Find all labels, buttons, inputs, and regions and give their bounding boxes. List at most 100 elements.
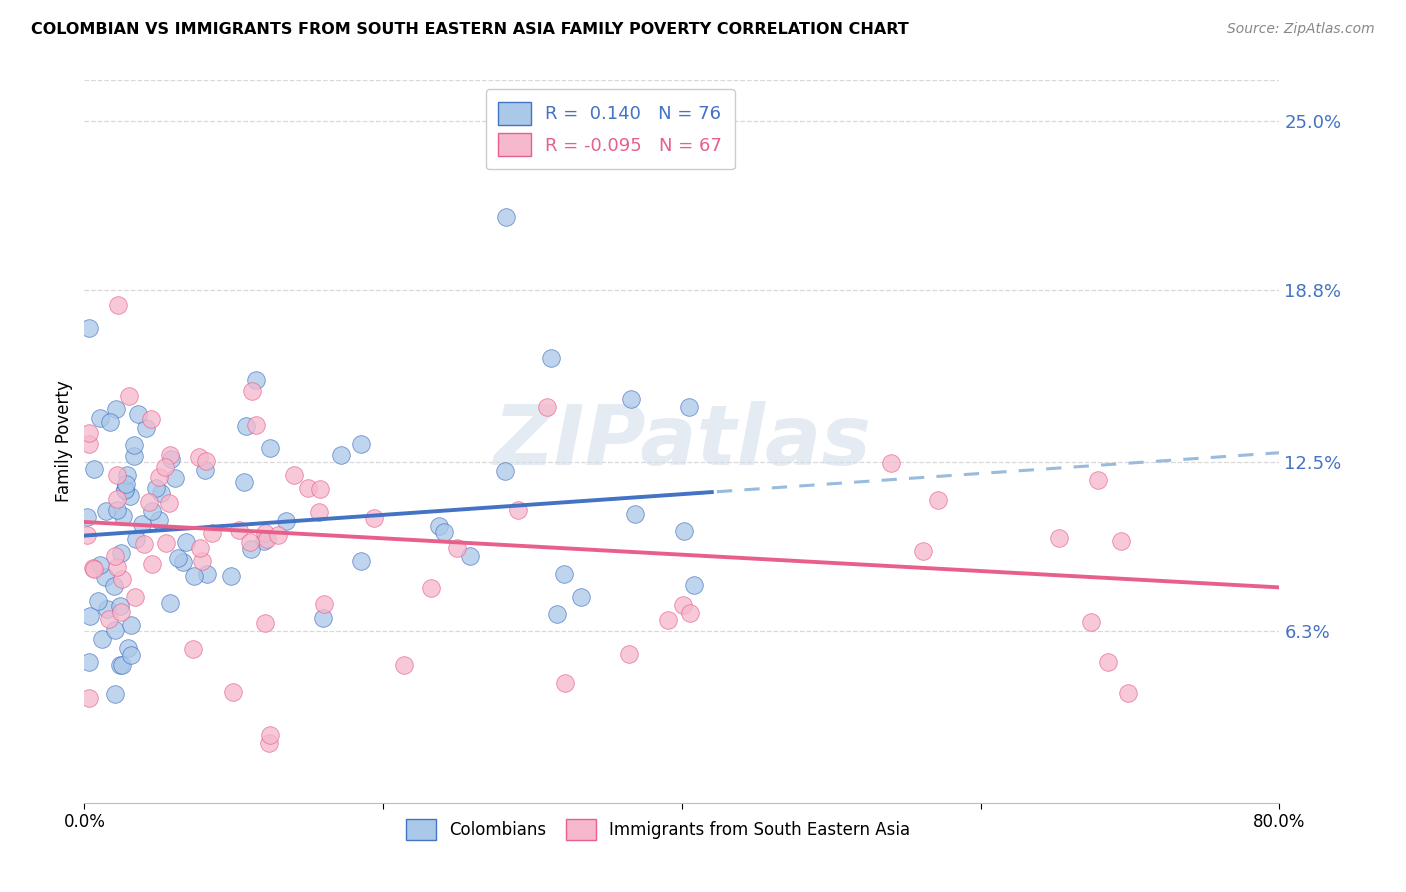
Point: [127, 407, 149, 421]
Point: [114, 477, 136, 491]
Point: [329, 448, 352, 462]
Point: [110, 546, 132, 560]
Point: [174, 535, 197, 549]
Point: [188, 541, 211, 556]
Point: [155, 536, 177, 550]
Point: [308, 505, 330, 519]
Point: [112, 509, 135, 524]
Point: [221, 685, 243, 699]
Point: [132, 536, 155, 550]
Point: [125, 532, 148, 546]
Point: [506, 502, 529, 516]
Point: [104, 549, 127, 563]
Point: [188, 450, 211, 464]
Point: [94, 504, 117, 518]
Point: [350, 437, 373, 451]
Point: [678, 400, 700, 414]
Point: [195, 454, 218, 468]
Point: [108, 599, 131, 613]
Point: [253, 525, 276, 540]
Point: [546, 607, 568, 622]
Point: [148, 513, 170, 527]
Point: [117, 640, 139, 655]
Point: [118, 489, 141, 503]
Point: [104, 687, 127, 701]
Point: [115, 467, 138, 482]
Point: [166, 551, 188, 566]
Point: [97, 612, 120, 626]
Point: [107, 298, 129, 312]
Point: [394, 657, 416, 672]
Point: [239, 535, 262, 549]
Point: [111, 572, 134, 586]
Point: [83, 462, 105, 476]
Point: [232, 475, 254, 489]
Point: [219, 569, 242, 583]
Point: [554, 676, 576, 690]
Point: [553, 566, 575, 581]
Point: [623, 507, 645, 521]
Point: [257, 736, 280, 750]
Point: [297, 481, 319, 495]
Point: [253, 533, 276, 548]
Point: [619, 647, 641, 661]
Point: [350, 554, 373, 568]
Point: [309, 483, 332, 497]
Point: [283, 468, 305, 483]
Point: [105, 467, 128, 482]
Point: [672, 598, 695, 612]
Point: [104, 623, 127, 637]
Point: [77, 437, 100, 451]
Point: [259, 441, 281, 455]
Text: Source: ZipAtlas.com: Source: ZipAtlas.com: [1227, 22, 1375, 37]
Point: [239, 541, 262, 556]
Point: [94, 570, 117, 584]
Point: [89, 410, 111, 425]
Point: [131, 516, 153, 531]
Point: [105, 491, 128, 506]
Point: [124, 591, 146, 605]
Point: [89, 558, 111, 572]
Point: [105, 560, 128, 574]
Point: [245, 418, 267, 433]
Point: [419, 581, 441, 595]
Point: [76, 528, 98, 542]
Point: [183, 569, 205, 583]
Point: [79, 609, 101, 624]
Point: [77, 691, 100, 706]
Point: [880, 456, 903, 470]
Point: [120, 648, 142, 662]
Point: [194, 462, 217, 476]
Point: [195, 566, 218, 581]
Point: [141, 557, 163, 571]
Point: [159, 596, 181, 610]
Point: [98, 415, 121, 429]
Point: [145, 481, 167, 495]
Point: [79, 425, 101, 440]
Point: [159, 452, 181, 467]
Point: [91, 632, 114, 646]
Point: [235, 419, 257, 434]
Point: [76, 510, 98, 524]
Point: [1049, 531, 1071, 545]
Point: [114, 482, 136, 496]
Point: [153, 460, 176, 475]
Point: [87, 594, 110, 608]
Point: [82, 561, 104, 575]
Point: [245, 373, 267, 387]
Point: [138, 495, 160, 509]
Point: [181, 642, 204, 657]
Point: [240, 384, 263, 398]
Point: [683, 578, 706, 592]
Text: ZIPatlas: ZIPatlas: [494, 401, 870, 482]
Point: [172, 555, 194, 569]
Point: [1111, 533, 1133, 548]
Point: [458, 549, 481, 563]
Text: COLOMBIAN VS IMMIGRANTS FROM SOUTH EASTERN ASIA FAMILY POVERTY CORRELATION CHART: COLOMBIAN VS IMMIGRANTS FROM SOUTH EASTE…: [31, 22, 908, 37]
Point: [110, 606, 132, 620]
Point: [79, 656, 101, 670]
Legend: Colombians, Immigrants from South Eastern Asia: Colombians, Immigrants from South Easter…: [398, 811, 918, 848]
Point: [363, 511, 385, 525]
Point: [159, 449, 181, 463]
Point: [446, 541, 468, 555]
